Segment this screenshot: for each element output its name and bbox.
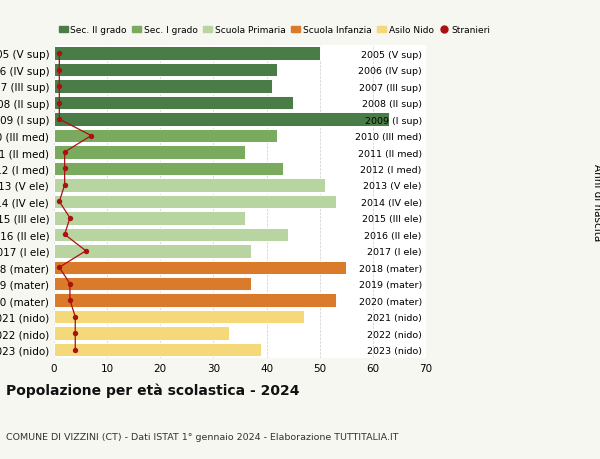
Bar — [54, 261, 346, 274]
Point — [55, 264, 64, 271]
Text: COMUNE DI VIZZINI (CT) - Dati ISTAT 1° gennaio 2024 - Elaborazione TUTTITALIA.IT: COMUNE DI VIZZINI (CT) - Dati ISTAT 1° g… — [6, 431, 398, 441]
Point — [55, 50, 64, 58]
Point — [70, 313, 80, 321]
Bar — [54, 310, 304, 324]
Point — [60, 165, 70, 173]
Bar — [54, 80, 272, 94]
Bar — [54, 277, 251, 291]
Bar — [54, 146, 245, 159]
Bar — [54, 212, 245, 225]
Bar — [54, 162, 283, 176]
Point — [60, 231, 70, 239]
Point — [55, 100, 64, 107]
Point — [65, 280, 75, 288]
Point — [55, 67, 64, 74]
Point — [55, 83, 64, 90]
Bar — [54, 129, 277, 143]
Point — [81, 247, 91, 255]
Point — [60, 182, 70, 189]
Bar — [54, 64, 277, 77]
Bar — [54, 97, 293, 110]
Bar — [54, 113, 389, 127]
Point — [70, 346, 80, 353]
Bar — [54, 245, 251, 258]
Bar — [54, 294, 335, 307]
Legend: Sec. II grado, Sec. I grado, Scuola Primaria, Scuola Infanzia, Asilo Nido, Stran: Sec. II grado, Sec. I grado, Scuola Prim… — [59, 26, 490, 35]
Point — [55, 116, 64, 123]
Point — [60, 149, 70, 157]
Text: Anni di nascita: Anni di nascita — [592, 163, 600, 241]
Bar — [54, 228, 288, 241]
Point — [86, 133, 96, 140]
Point — [55, 198, 64, 206]
Bar — [54, 327, 229, 340]
Text: Popolazione per età scolastica - 2024: Popolazione per età scolastica - 2024 — [6, 382, 299, 397]
Point — [70, 330, 80, 337]
Bar — [54, 343, 261, 357]
Point — [65, 297, 75, 304]
Bar — [54, 179, 325, 192]
Point — [65, 215, 75, 222]
Bar — [54, 195, 335, 209]
Bar — [54, 47, 320, 61]
